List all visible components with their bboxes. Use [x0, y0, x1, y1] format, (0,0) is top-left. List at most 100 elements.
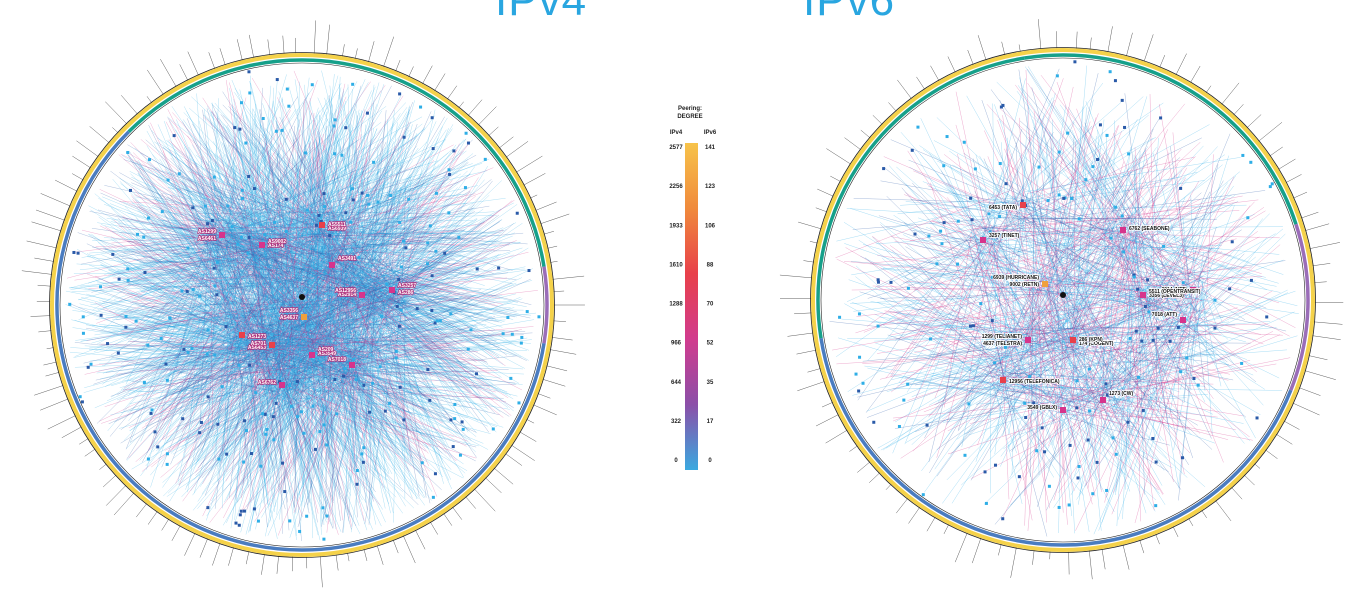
as-node — [278, 380, 282, 384]
peering-edge — [256, 258, 510, 417]
outer-label-tick — [136, 502, 148, 518]
as-node — [213, 353, 217, 357]
as-node — [474, 372, 478, 376]
peering-edge — [246, 344, 476, 462]
peering-edge — [353, 351, 457, 426]
outer-label-tick — [236, 39, 243, 62]
peering-edge — [1033, 142, 1049, 279]
outer-label-tick — [794, 312, 813, 314]
peering-edge — [341, 375, 351, 442]
peering-edge — [181, 181, 313, 351]
peering-edge — [170, 233, 271, 465]
outer-label-tick — [1010, 546, 1017, 578]
outer-label-tick — [34, 384, 65, 396]
peering-edge — [375, 236, 433, 298]
peering-edge — [403, 272, 509, 284]
peering-edge — [219, 155, 249, 233]
peering-edge — [215, 269, 331, 430]
as-node — [426, 368, 430, 372]
outer-label-tick — [179, 64, 189, 82]
as-node — [168, 316, 172, 320]
peering-edge — [233, 328, 427, 452]
as-node — [1076, 476, 1080, 480]
as-node — [305, 208, 309, 212]
peering-edge — [934, 286, 1149, 358]
as-node — [1086, 438, 1090, 442]
peering-edge — [1183, 277, 1298, 306]
outer-label-tick — [1275, 433, 1293, 445]
peering-edge — [361, 282, 478, 306]
as-label: 2914 (NTT) — [1161, 287, 1187, 293]
as-node — [962, 140, 966, 144]
peering-edge — [222, 327, 243, 491]
as-node — [150, 408, 154, 412]
peering-edge — [1007, 312, 1194, 509]
hub-node — [259, 242, 265, 248]
outer-label-tick — [515, 155, 543, 173]
peering-edge — [1141, 181, 1199, 282]
as-node — [1040, 426, 1044, 430]
outer-label-tick — [930, 65, 940, 82]
as-node — [252, 187, 256, 191]
as-node — [464, 131, 468, 135]
peering-edge — [304, 159, 435, 345]
as-node — [166, 178, 170, 182]
peering-edge — [994, 132, 1054, 238]
outer-label-tick — [1143, 34, 1154, 63]
peering-edge — [260, 134, 403, 301]
peering-edge — [976, 124, 1210, 254]
as-node — [236, 242, 240, 246]
peering-edge — [159, 266, 319, 355]
peering-edge — [865, 205, 1023, 413]
peering-edge — [147, 252, 256, 451]
peering-edge — [915, 243, 994, 398]
as-node — [458, 453, 462, 457]
as-node — [990, 319, 994, 323]
outer-label-tick — [872, 115, 884, 126]
outer-label-tick — [26, 240, 58, 249]
peering-edge — [909, 229, 1183, 280]
peering-edge — [944, 154, 1017, 212]
as-node — [190, 346, 194, 350]
peering-edge — [141, 291, 381, 472]
as-node — [1179, 370, 1183, 374]
peering-edge — [290, 172, 344, 303]
as-node — [397, 324, 401, 328]
as-node — [68, 302, 72, 306]
as-node — [967, 402, 971, 406]
outer-label-tick — [826, 148, 852, 165]
peering-edge — [1002, 285, 1039, 437]
as-node — [280, 128, 284, 132]
peering-edge — [838, 337, 1057, 404]
legend-tick-ipv6: 52 — [707, 341, 714, 347]
peering-edge — [273, 397, 477, 459]
peering-edge — [1152, 153, 1197, 321]
peering-edge — [97, 234, 332, 310]
peering-edge — [977, 231, 1280, 379]
peering-edge — [1188, 316, 1256, 439]
as-node — [1154, 504, 1158, 508]
outer-label-tick — [72, 173, 85, 181]
as-label: AS6762 — [258, 380, 276, 386]
outer-label-tick — [1230, 486, 1243, 500]
outer-label-tick — [267, 39, 271, 57]
peering-edge — [128, 390, 285, 400]
peering-edge — [128, 227, 228, 230]
as-node — [979, 302, 983, 306]
as-node — [203, 204, 207, 208]
as-node — [451, 445, 455, 449]
peering-edge — [965, 182, 1068, 420]
as-node — [224, 325, 228, 329]
peering-edge — [1012, 333, 1212, 368]
peering-edge — [877, 375, 1009, 449]
outer-label-tick — [446, 85, 458, 101]
as-node — [491, 427, 495, 431]
as-node — [434, 249, 438, 253]
as-node — [1141, 408, 1145, 412]
peering-edge — [1200, 291, 1222, 387]
peering-edge — [363, 110, 387, 352]
as-node — [998, 162, 1002, 166]
peering-edge — [979, 170, 1004, 226]
peering-edge — [177, 367, 300, 380]
outer-label-tick — [421, 65, 433, 85]
